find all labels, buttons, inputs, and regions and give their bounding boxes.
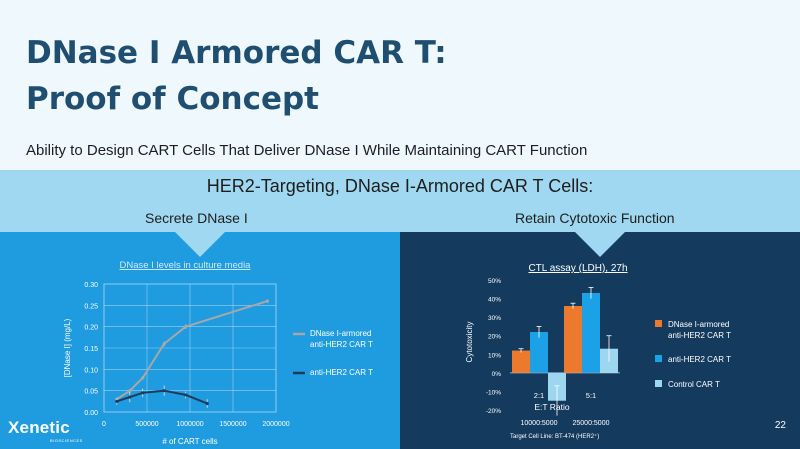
y-tick-label: 0.15: [84, 346, 98, 353]
data-point: [184, 325, 188, 329]
data-point: [128, 395, 132, 399]
line-chart-y-ticks: 0.00 0.05 0.10 0.15 0.20 0.25 0.30: [84, 282, 98, 417]
bar-chart-ylabel: Cytotoxicity: [465, 322, 474, 363]
data-point: [162, 389, 166, 393]
data-point: [162, 342, 166, 346]
title-line-2: Proof of Concept: [26, 81, 319, 117]
legend-swatch-control-bar: [655, 380, 662, 387]
data-point: [205, 401, 209, 406]
bar-chart-bars: 2:1 10000:5000 5:1 25000:5000: [510, 287, 620, 427]
title-line-1: DNase I Armored CAR T:: [26, 35, 447, 71]
ctl-bar-chart: CTL assay (LDH), 27h -20% -10% 0% 10% 20% 30%…: [465, 263, 731, 440]
legend-label-anti-her2: anti-HER2 CAR T: [310, 368, 373, 377]
y-tick-label: 0.25: [84, 303, 98, 310]
legend-label-anti-her2-bar: anti-HER2 CAR T: [668, 355, 731, 364]
line-chart-title: DNase I levels in culture media: [120, 260, 252, 271]
data-point: [141, 391, 145, 395]
x-tick-label: 500000: [135, 421, 158, 428]
callout-arrow-left: [174, 231, 226, 257]
line-chart-ylabel: [DNase I] (mg/L): [63, 318, 72, 377]
band-label-left: Secrete DNase I: [145, 210, 248, 226]
y-tick-label: 0.20: [84, 325, 98, 332]
data-point: [141, 376, 145, 380]
y-tick-label: 0.00: [84, 410, 98, 417]
y-tick-label: 10%: [488, 352, 501, 359]
xenetic-logo: Xenetic BIOSCIENCES: [8, 418, 82, 443]
y-tick-label: 0.05: [84, 389, 98, 396]
line-chart-grid: [103, 283, 277, 413]
y-tick-label: 40%: [488, 297, 501, 304]
bar-chart-xlabel: E:T Ratio: [534, 402, 570, 412]
legend-label-control-bar: Control CAR T: [668, 380, 720, 389]
x-tick-label: 1500000: [219, 421, 246, 428]
legend-label-armored-bar: DNase I-armored anti-HER2 CAR T: [668, 320, 731, 340]
bar: [564, 306, 582, 373]
data-point: [265, 299, 269, 303]
band-title: HER2-Targeting, DNase I-Armored CAR T Ce…: [206, 176, 594, 196]
highlight-band: [0, 170, 800, 232]
x-tick-label: 2000000: [262, 421, 289, 428]
bar: [512, 350, 530, 373]
slide-subtitle: Ability to Design CART Cells That Delive…: [26, 142, 588, 159]
bar-chart-title: CTL assay (LDH), 27h: [528, 263, 627, 274]
category-sublabel: 25000:5000: [573, 420, 610, 427]
data-point: [115, 399, 119, 403]
y-tick-label: 0.10: [84, 367, 98, 374]
x-tick-label: 0: [102, 421, 106, 428]
logo-wordmark: Xenetic: [8, 418, 70, 437]
logo-subtext: BIOSCIENCES: [50, 438, 83, 443]
line-chart-xlabel: # of CART cells: [162, 437, 217, 446]
y-tick-label: 30%: [488, 315, 501, 322]
y-tick-label: 20%: [488, 334, 501, 341]
y-tick-label: -10%: [486, 389, 501, 396]
y-tick-label: 0.30: [84, 282, 98, 289]
y-tick-label: -20%: [486, 408, 501, 415]
left-chart-panel: [0, 232, 400, 449]
bar-chart-legend: DNase I-armored anti-HER2 CAR T anti-HER2…: [655, 320, 731, 389]
line-chart-x-ticks: 0 500000 1000000 1500000 2000000: [102, 421, 290, 428]
series-line-1: [116, 389, 208, 405]
page-number: 22: [774, 420, 786, 431]
bar-chart-y-ticks: -20% -10% 0% 10% 20% 30% 40% 50%: [486, 278, 501, 415]
x-tick-label: 1000000: [176, 421, 203, 428]
category-label: 5:1: [586, 391, 596, 400]
y-tick-label: 0%: [492, 371, 502, 378]
bar: [530, 332, 548, 373]
bar-chart-footnote: Target Cell Line: BT-474 (HER2⁺): [510, 433, 599, 440]
legend-swatch-anti-her2-bar: [655, 355, 662, 362]
band-label-right: Retain Cytotoxic Function: [515, 210, 675, 226]
line-chart-legend: DNase I-armored anti-HER2 CAR T anti-HER2…: [293, 329, 373, 377]
callout-arrow-right: [574, 231, 626, 257]
line-chart-series: [115, 299, 269, 408]
category-sublabel: 10000:5000: [521, 420, 558, 427]
data-point: [184, 393, 188, 397]
y-tick-label: 50%: [488, 278, 501, 285]
legend-swatch-armored-bar: [655, 320, 662, 327]
data-point: [128, 389, 132, 393]
series-line-0: [116, 300, 268, 401]
bar: [582, 293, 600, 373]
legend-label-armored: DNase I-armored anti-HER2 CAR T: [310, 329, 373, 349]
category-label: 2:1: [534, 391, 544, 400]
slide-title: DNase I Armored CAR T: Proof of Concept: [26, 30, 447, 122]
dnase-line-chart: DNase I levels in culture media 0.00 0.05…: [63, 260, 373, 446]
